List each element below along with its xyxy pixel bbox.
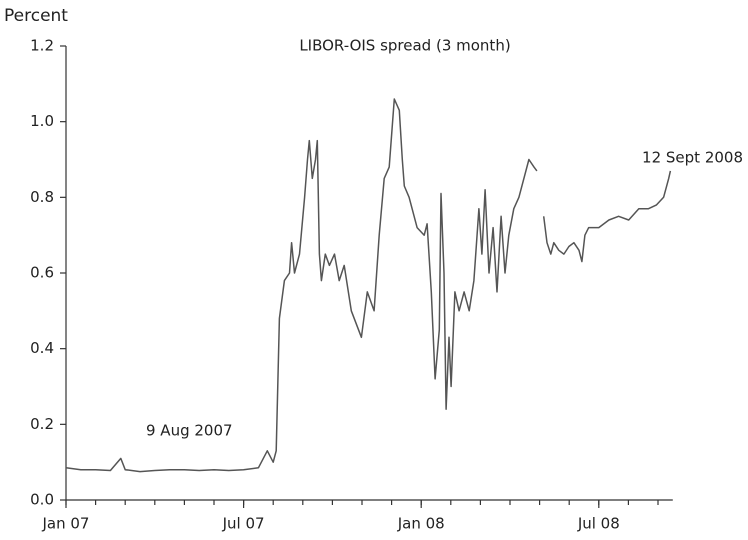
- chart-title: LIBOR-OIS spread (3 month): [299, 37, 510, 55]
- y-tick-label: 1.0: [30, 112, 54, 130]
- x-tick-label: Jul 07: [222, 515, 265, 533]
- y-tick-label: 0.4: [30, 339, 54, 357]
- y-tick-label: 0.0: [30, 491, 54, 509]
- y-tick-label: 0.2: [30, 415, 54, 433]
- x-tick-label: Jan 08: [397, 515, 445, 533]
- annotation: 9 Aug 2007: [146, 422, 233, 440]
- y-tick-label: 0.8: [30, 188, 54, 206]
- x-tick-label: Jul 08: [577, 515, 620, 533]
- y-tick-label: 1.2: [30, 37, 54, 55]
- annotation: 12 Sept 2008: [642, 149, 743, 167]
- x-tick-label: Jan 07: [42, 515, 90, 533]
- data-line: [65, 98, 672, 473]
- y-axis-label: Percent: [4, 6, 68, 26]
- y-tick-label: 0.6: [30, 264, 54, 282]
